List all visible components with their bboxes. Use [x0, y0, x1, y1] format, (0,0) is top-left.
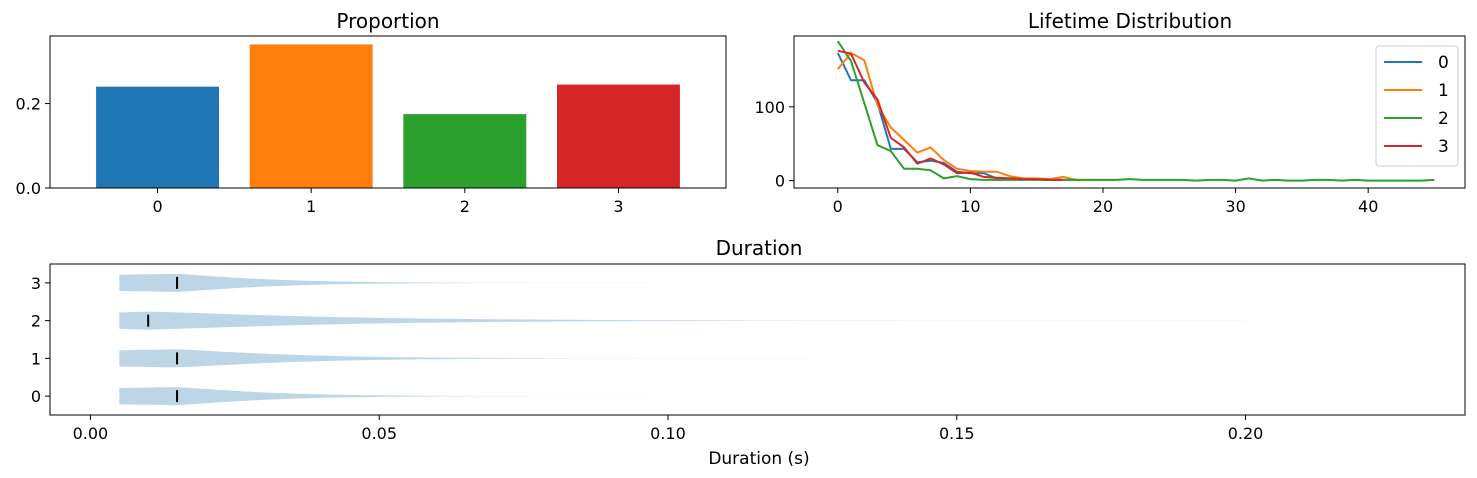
lifetime-xtick-label: 0 [833, 197, 843, 216]
proportion-bar-1 [249, 44, 373, 188]
proportion-xtick-label: 3 [613, 197, 623, 216]
lifetime-line-series-2 [836, 40, 1435, 182]
duration-xtick-label: 0.20 [1228, 424, 1264, 443]
proportion-ytick-label: 0.2 [16, 95, 41, 114]
lifetime-line-series-0 [836, 52, 1077, 181]
duration-ytick-label: 0 [31, 387, 41, 406]
lifetime-line-series-3 [837, 49, 1064, 181]
duration-violin-0 [119, 387, 651, 406]
lifetime-panel: Lifetime Distribution 0 10 20 30 40 0 100 0 1 2 3 [754, 9, 1466, 216]
duration-violin-3 [119, 273, 651, 292]
lifetime-axes [793, 35, 1466, 189]
duration-axes [49, 263, 1466, 416]
proportion-bar-0 [96, 86, 219, 188]
proportion-panel: Proportion 0 1 2 3 0.0 0.2 [16, 9, 727, 216]
duration-xtick-label: 0.15 [939, 424, 975, 443]
legend-label-0: 0 [1438, 53, 1449, 73]
lifetime-xtick-label: 20 [1093, 197, 1113, 216]
legend-label-1: 1 [1438, 81, 1449, 101]
duration-title: Duration [716, 236, 803, 260]
duration-xtick-label: 0.10 [650, 424, 686, 443]
proportion-axes [49, 35, 727, 189]
lifetime-line-series-1 [837, 51, 1117, 181]
duration-violin-2 [119, 311, 1246, 330]
proportion-bar-2 [403, 114, 527, 188]
duration-xtick-label: 0.00 [73, 424, 109, 443]
duration-ytick-label: 1 [31, 349, 41, 368]
lifetime-ytick-label: 0 [775, 172, 785, 191]
duration-ytick-label: 3 [31, 274, 41, 293]
duration-xtick-label: 0.05 [361, 424, 397, 443]
lifetime-xtick-label: 10 [960, 197, 980, 216]
duration-violin-1 [119, 349, 813, 368]
proportion-xtick-label: 2 [460, 197, 470, 216]
legend-label-2: 2 [1438, 109, 1449, 129]
lifetime-xtick-label: 30 [1225, 197, 1245, 216]
proportion-xtick-label: 1 [306, 197, 316, 216]
proportion-title: Proportion [336, 9, 439, 33]
proportion-ytick-label: 0.0 [16, 179, 41, 198]
lifetime-title: Lifetime Distribution [1028, 9, 1232, 33]
duration-panel: Duration 0 1 2 3 0.00 0.05 0.10 0.15 0.20 Durati… [31, 236, 1466, 469]
duration-xlabel: Duration (s) [708, 449, 809, 469]
legend-label-3: 3 [1438, 137, 1449, 157]
lifetime-legend: 0 1 2 3 [1375, 45, 1459, 167]
lifetime-ytick-label: 100 [754, 98, 785, 117]
proportion-xtick-label: 0 [152, 197, 162, 216]
lifetime-xtick-label: 40 [1358, 197, 1378, 216]
proportion-bar-3 [557, 84, 680, 188]
duration-ytick-label: 2 [31, 312, 41, 331]
